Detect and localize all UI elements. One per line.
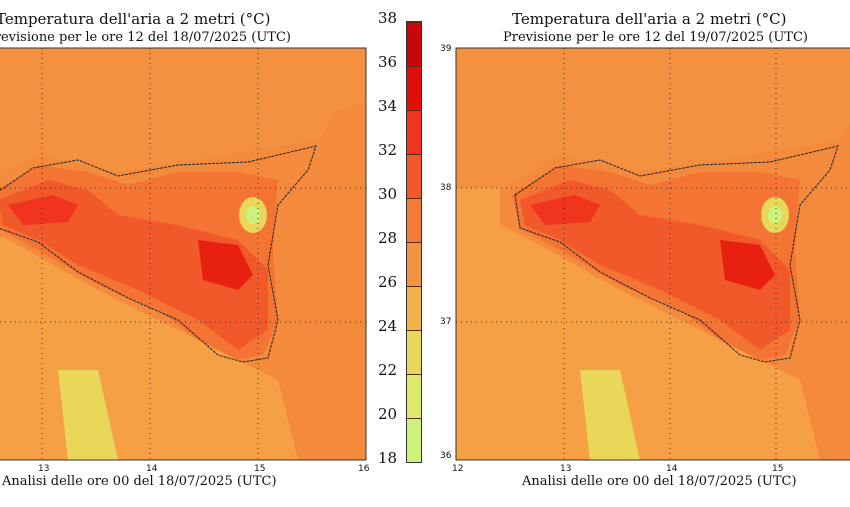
colorbar-segment <box>407 242 421 286</box>
right-map-footer: Analisi delle ore 00 del 18/07/2025 (UTC… <box>522 474 797 489</box>
right-lat-tick: 38 <box>440 183 452 193</box>
colorbar-label: 24 <box>378 317 398 335</box>
colorbar-segment <box>407 330 421 374</box>
colorbar-segment <box>407 374 421 418</box>
colorbar-label: 26 <box>378 273 398 291</box>
right-map-subtitle: Previsione per le ore 12 del 19/07/2025 … <box>503 30 808 45</box>
colorbar-segment <box>407 110 421 154</box>
colorbar-segment <box>407 198 421 242</box>
right-lon-tick: 12 <box>452 464 464 474</box>
left-map-title: Temperatura dell'aria a 2 metri (°C) <box>0 10 271 28</box>
colorbar-segment <box>407 22 421 66</box>
colorbar-label: 30 <box>378 185 398 203</box>
right-lon-tick: 15 <box>772 464 784 474</box>
right-lat-tick: 37 <box>440 317 452 327</box>
colorbar-label: 28 <box>378 229 398 247</box>
left-lon-tick: 15 <box>254 464 266 474</box>
left-map-footer: Analisi delle ore 00 del 18/07/2025 (UTC… <box>2 474 277 489</box>
left-lon-tick: 13 <box>38 464 50 474</box>
left-map-subtitle: Previsione per le ore 12 del 18/07/2025 … <box>0 30 291 45</box>
right-lat-tick: 36 <box>440 451 452 461</box>
colorbar-label: 22 <box>378 361 398 379</box>
colorbar-segment <box>407 66 421 110</box>
colorbar-label: 34 <box>378 97 398 115</box>
right-lon-tick: 14 <box>666 464 678 474</box>
colorbar-label: 38 <box>378 9 398 27</box>
left-lon-tick: 16 <box>358 464 370 474</box>
colorbar <box>406 21 422 463</box>
colorbar-segment <box>407 286 421 330</box>
colorbar-segment <box>407 154 421 198</box>
right-map-title: Temperatura dell'aria a 2 metri (°C) <box>512 10 787 28</box>
colorbar-label: 18 <box>378 449 398 467</box>
colorbar-label: 32 <box>378 141 398 159</box>
left-lon-tick: 14 <box>146 464 158 474</box>
right-lon-tick: 13 <box>560 464 572 474</box>
colorbar-label: 36 <box>378 53 398 71</box>
right-lat-tick: 39 <box>440 44 452 54</box>
colorbar-segment <box>407 418 421 462</box>
colorbar-label: 20 <box>378 405 398 423</box>
